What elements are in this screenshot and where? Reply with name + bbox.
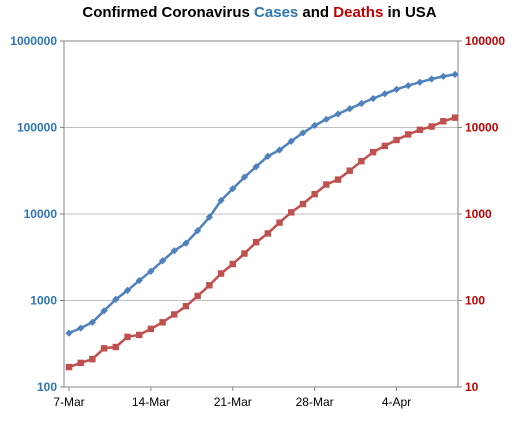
left-tick-label: 100 — [37, 380, 57, 394]
data-point-cases — [357, 99, 366, 108]
data-point-deaths — [77, 359, 84, 367]
data-point-deaths — [182, 302, 190, 310]
data-point-cases — [369, 94, 377, 103]
data-point-cases — [88, 318, 96, 326]
chart-title: Confirmed Coronavirus Cases and Deaths i… — [0, 4, 519, 21]
data-point-deaths — [369, 148, 377, 156]
data-point-cases — [240, 173, 249, 181]
data-point-deaths — [416, 126, 424, 134]
data-point-cases — [77, 324, 85, 332]
data-point-cases — [346, 105, 354, 113]
data-point-cases — [170, 247, 178, 255]
right-tick-label: 100000 — [465, 34, 505, 48]
data-point-deaths — [276, 219, 283, 226]
x-tick-label: 7-Mar — [53, 395, 84, 409]
left-tick-label: 10000 — [24, 207, 58, 221]
data-point-deaths — [311, 190, 318, 198]
data-point-deaths — [147, 325, 155, 333]
data-point-deaths — [334, 176, 342, 183]
left-tick-label: 1000000 — [10, 34, 57, 48]
data-point-deaths — [451, 114, 459, 121]
data-point-cases — [416, 78, 424, 86]
data-point-cases — [381, 90, 389, 98]
data-point-deaths — [89, 355, 96, 363]
data-point-cases — [100, 307, 108, 315]
data-point-cases — [135, 276, 143, 285]
data-point-cases — [451, 70, 459, 79]
data-point-deaths — [252, 239, 260, 246]
data-point-cases — [205, 213, 213, 221]
data-point-cases — [65, 329, 73, 337]
left-tick-label: 100000 — [17, 121, 57, 135]
data-point-cases — [287, 137, 295, 145]
title-part-cases: Cases — [254, 4, 299, 21]
data-point-deaths — [171, 311, 178, 318]
data-point-cases — [123, 286, 132, 294]
series-group — [65, 70, 459, 371]
data-point-cases — [264, 152, 272, 160]
x-tick-label: 14-Mar — [132, 395, 170, 409]
data-point-cases — [334, 110, 342, 118]
x-tick-label: 21-Mar — [214, 395, 252, 409]
left-tick-label: 1000 — [30, 294, 57, 308]
x-tick-label: 28-Mar — [296, 395, 334, 409]
data-point-cases — [147, 267, 155, 275]
data-point-deaths — [194, 292, 201, 300]
data-point-deaths — [405, 131, 412, 138]
data-point-deaths — [65, 363, 73, 371]
right-tick-label: 10000 — [465, 121, 499, 135]
data-point-cases — [229, 185, 237, 193]
data-point-cases — [194, 227, 202, 235]
data-point-cases — [252, 163, 260, 171]
x-tick-label: 4-Apr — [382, 395, 411, 409]
data-point-cases — [299, 129, 307, 137]
data-point-cases — [275, 146, 284, 154]
data-point-deaths — [229, 260, 236, 268]
right-tick-label: 10 — [465, 380, 479, 394]
data-point-deaths — [135, 331, 143, 339]
data-point-deaths — [217, 270, 225, 277]
data-point-deaths — [428, 123, 435, 130]
title-part: Confirmed Coronavirus — [82, 4, 255, 21]
data-point-deaths — [100, 345, 108, 352]
data-point-deaths — [358, 157, 365, 165]
data-point-cases — [217, 196, 225, 205]
data-point-cases — [392, 85, 401, 93]
data-point-cases — [439, 72, 447, 80]
data-point-cases — [311, 121, 319, 130]
data-point-cases — [322, 115, 330, 123]
left-axis-ticks: 100 1000 10000 100000 1000000 — [10, 34, 64, 394]
data-point-deaths — [264, 230, 272, 237]
data-point-deaths — [206, 282, 213, 289]
series-line-cases — [68, 73, 456, 335]
data-point-deaths — [440, 118, 447, 125]
data-point-deaths — [393, 136, 400, 144]
data-point-cases — [428, 75, 436, 83]
data-point-deaths — [112, 343, 119, 351]
right-tick-label: 1000 — [465, 207, 492, 221]
data-point-deaths — [159, 319, 166, 326]
data-point-cases — [158, 257, 167, 265]
data-point-deaths — [288, 209, 295, 216]
title-part: in USA — [383, 4, 437, 21]
data-point-deaths — [299, 200, 307, 208]
right-tick-label: 100 — [465, 294, 485, 308]
data-point-deaths — [323, 181, 330, 188]
data-point-cases — [404, 82, 412, 90]
x-axis-ticks: 7-Mar 14-Mar 21-Mar 28-Mar 4-Apr — [53, 387, 411, 409]
data-point-deaths — [124, 333, 131, 341]
right-axis-ticks: 10 100 1000 10000 100000 — [458, 34, 505, 394]
title-part-deaths: Deaths — [333, 4, 384, 21]
data-point-deaths — [346, 167, 353, 174]
title-part: and — [298, 4, 334, 21]
data-point-cases — [112, 295, 120, 303]
gridlines — [64, 127, 458, 301]
series-line-deaths — [68, 116, 456, 369]
data-point-cases — [182, 239, 190, 247]
data-point-deaths — [241, 250, 248, 257]
data-point-deaths — [381, 142, 389, 150]
